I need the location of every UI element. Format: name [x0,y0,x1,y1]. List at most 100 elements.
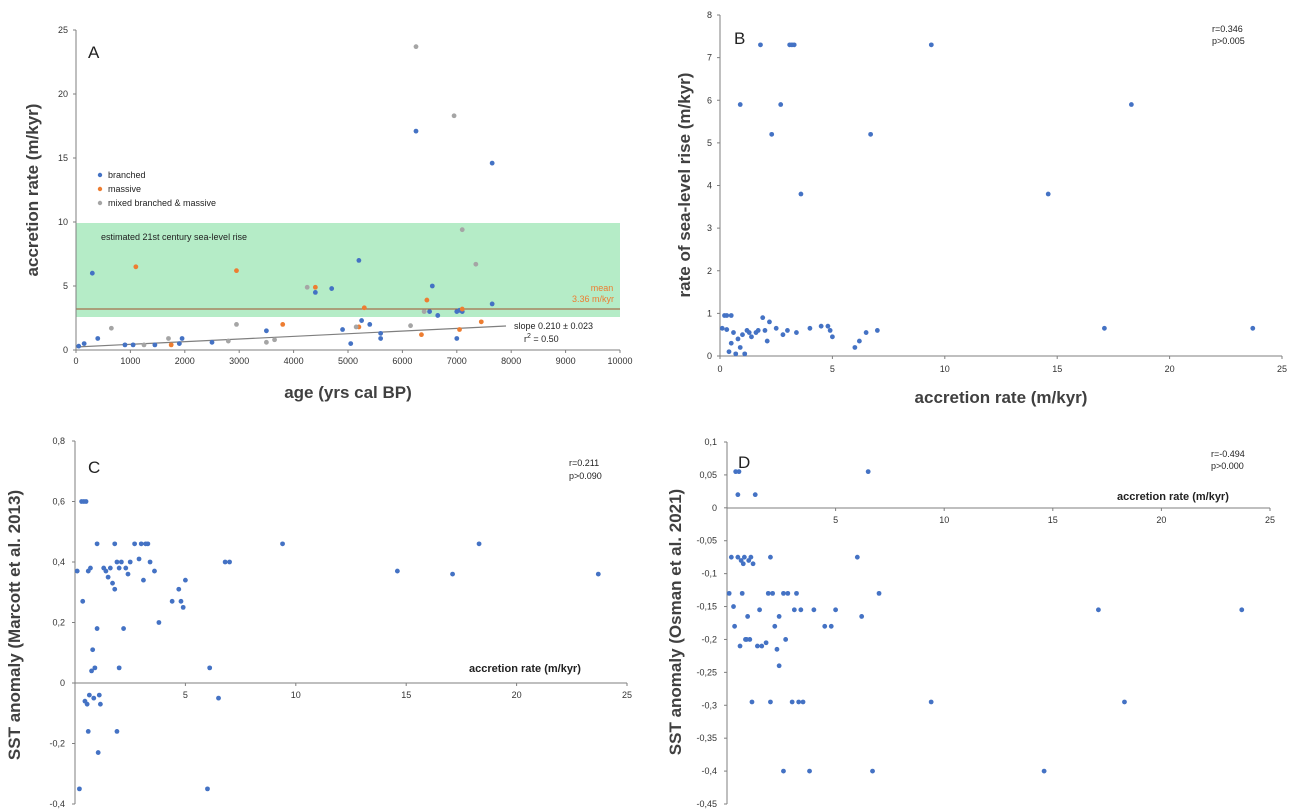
panel-c-stat-r: r=0.211 [569,458,599,468]
panel-c-point-branched [91,695,97,701]
panel-c-point-branched [116,565,122,571]
panel-c-stat-p: p>0.090 [569,471,602,481]
panel-b-point-branched [863,330,869,335]
panel-d-x-axis-title: accretion rate (m/kyr) [1117,491,1229,503]
panel-a-x-tick-label: 1000 [120,356,140,366]
panel-a-point-mixed [421,309,427,314]
panel-b-point-branched [830,334,835,340]
panel-d-point-branched [776,614,782,619]
panel-a-point-branched [81,341,87,346]
panel-c-point-branched [222,559,228,565]
panel-a-y-tick-label: 25 [58,25,68,35]
panel-c-y-tick-label: 0,8 [52,436,65,446]
panel-d-point-branched [765,590,771,596]
panel-d-point-branched [865,469,871,475]
panel-c-point-branched [178,598,184,604]
panel-a-point-branched [264,328,269,334]
panel-b-point-branched [928,42,934,48]
panel-b-point-branched [807,325,813,331]
panel-d-point-branched [798,607,804,613]
panel-c-x-tick-label: 10 [291,690,301,700]
panel-b-point-branched [724,313,730,318]
panel-c-y-tick-label: 0,2 [52,618,65,628]
panel-a-point-branched [435,313,441,318]
panel-d-point-branched [833,607,838,613]
panel-d-point-branched [750,561,756,567]
panel-b-point-branched [856,338,862,344]
panel-b-x-tick-label: 0 [717,364,722,374]
panel-d-y-tick-label: -0,4 [701,766,717,776]
panel-b-point-branched [731,330,736,335]
panel-d-point-branched [807,768,812,774]
panel-a-x-tick-label: 6000 [392,356,412,366]
panel-a-x-tick-label: 8000 [501,356,521,366]
panel-d-point-branched [735,554,741,560]
panel-b-y-tick-label: 5 [707,138,712,148]
panel-c-point-branched [123,565,129,571]
panel-a-x-tick-label: 10000 [607,356,632,366]
panel-b-y-tick-label: 6 [707,95,712,105]
panel-c-point-branched [114,729,120,734]
panel-c-point-branched [118,559,124,565]
panel-c-point-branched [74,568,80,574]
panel-c-point-branched [80,598,86,604]
panel-b-point-branched [746,330,752,335]
panel-d-point-branched [737,643,743,649]
panel-d-point-branched [755,643,760,649]
panel-a-point-branched [367,322,373,327]
panel-a-y-tick-label: 5 [63,281,68,291]
panel-c-point-branched [127,559,133,565]
panel-d-point-branched [748,554,754,560]
panel-a-point-branched [348,341,354,346]
panel-b-y-tick-label: 0 [707,351,712,361]
panel-c-point-branched [280,541,285,547]
panel-d-point-branched [928,699,934,705]
panel-d-point-branched [1096,607,1101,613]
panel-a-point-branched [378,330,384,336]
panel-b-y-tick-label: 3 [707,223,712,233]
panel-a: 0 1000 2000 3000 4000 5000 6000 7000 8000 9000 100… [23,25,633,402]
panel-a-r2-label: r2 = 0.50 [524,333,559,344]
panel-a-y-tick-label: 20 [58,89,68,99]
panel-b-point-branched [868,131,874,137]
panel-a-point-branched [378,336,384,341]
panel-c-point-branched [227,559,232,565]
panel-c-point-branched [180,604,186,610]
panel-a-point-branched [329,286,335,291]
panel-b-point-branched [755,328,761,333]
panel-c-point-branched [83,499,89,504]
panel-a-point-branched [176,341,182,346]
panel-c-point-branched [94,541,100,547]
panel-d-point-branched [876,590,882,596]
panel-b-x-tick-label: 5 [830,364,835,374]
panel-a-r2-superscript: 2 [527,333,531,340]
panel-c-point-branched [121,626,126,631]
panel-a-point-massive [280,322,286,327]
panel-b-point-branched [791,42,797,48]
panel-d-point-branched [726,590,732,596]
panel-d-point-branched [828,623,834,629]
panel-c-point-branched [132,541,138,547]
panel-c-x-tick-label: 25 [622,690,632,700]
panel-a-point-mixed [408,323,413,329]
panel-c: 5 10 15 20 25 -0,4 -0,2 0 0,2 0,4 0,6 0,8 C r=0.211… [5,436,632,809]
panel-a-x-tick-label: 2000 [175,356,195,366]
panel-c-point-branched [116,665,122,671]
panel-d-point-branched [854,554,860,560]
panel-b-point-branched [798,191,804,197]
panel-a-point-mixed [166,336,171,341]
panel-c-x-tick-label: 5 [183,690,188,700]
panel-b-point-branched [1250,325,1256,331]
panel-a-x-tick-label: 9000 [556,356,576,366]
panel-d-point-branched [731,604,736,609]
panel-a-point-massive [457,327,462,332]
panel-d-letter: D [738,453,750,472]
panel-c-point-branched [88,565,93,571]
panel-a-point-mixed [225,338,231,344]
panel-b-point-branched [740,332,745,338]
panel-b-point-branched [778,102,784,107]
panel-a-x-tick-label: 4000 [284,356,304,366]
panel-c-point-branched [205,786,210,792]
panel-b-point-branched [874,328,880,333]
